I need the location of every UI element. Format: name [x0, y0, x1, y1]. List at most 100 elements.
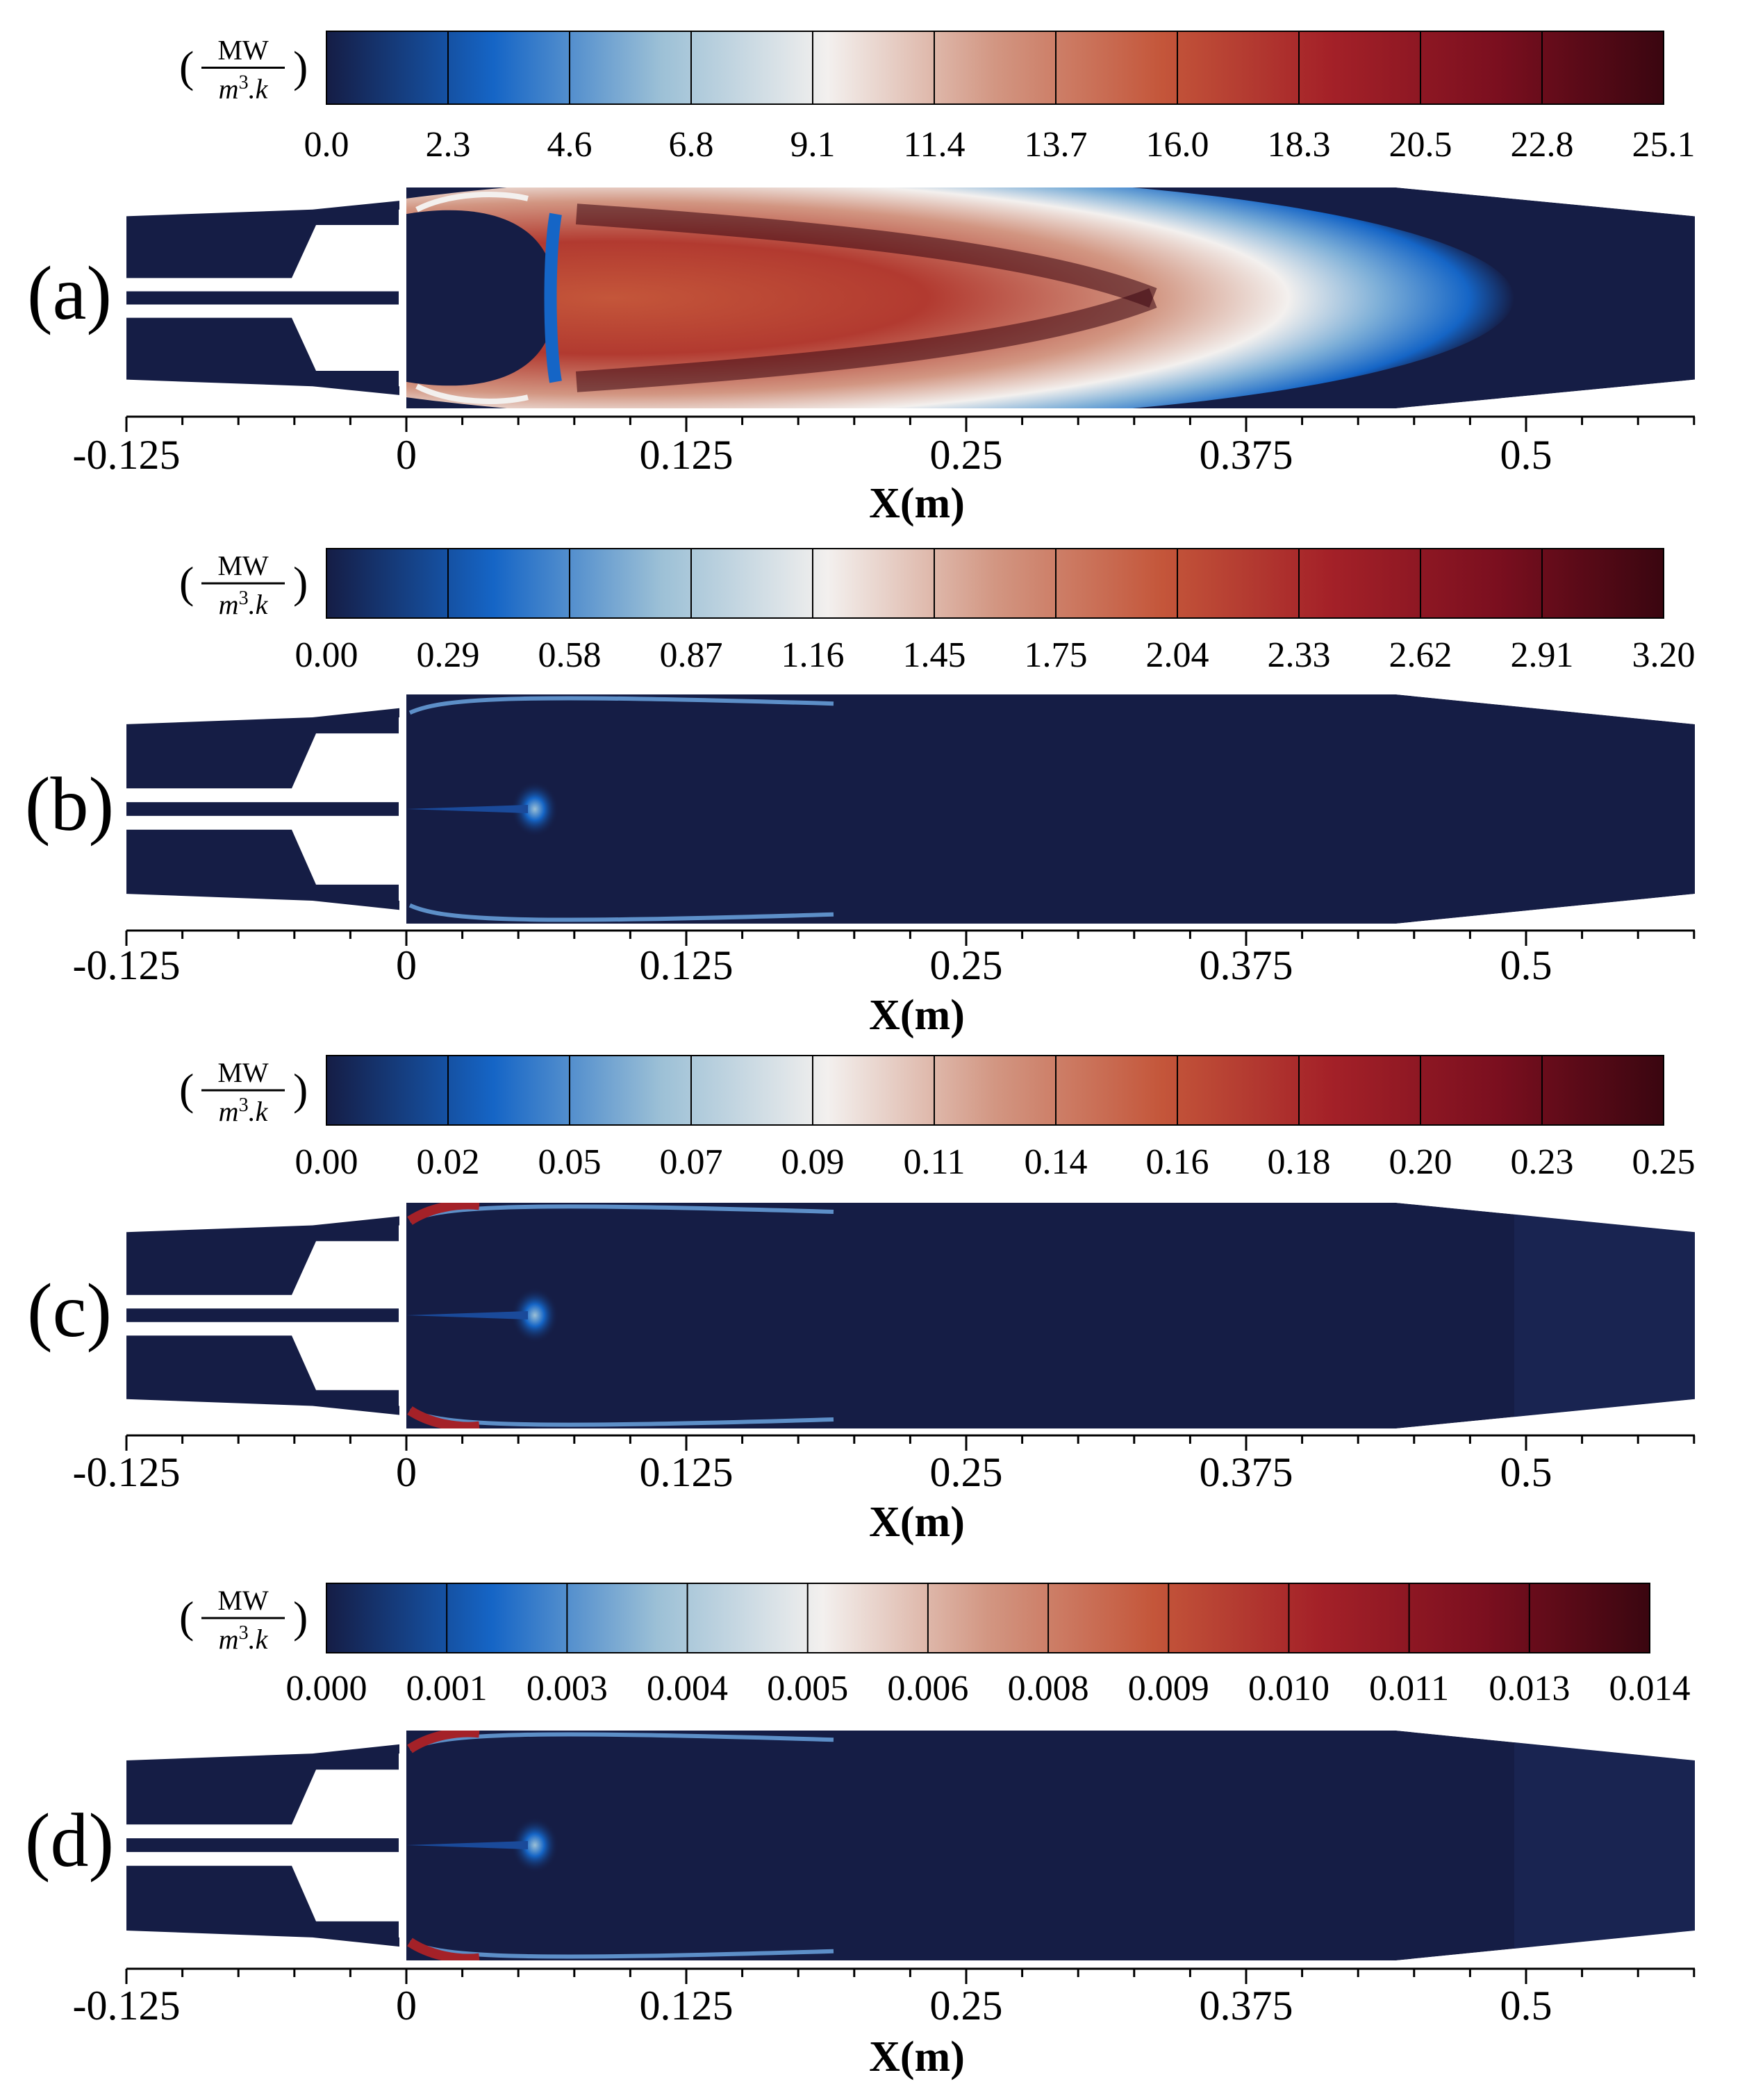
unit-label: () MW m3.k [179, 550, 308, 620]
chamber-background [406, 1203, 1695, 1428]
colorbar-tick-label: 1.45 [903, 635, 966, 675]
unit-label: () MW m3.k [179, 1057, 308, 1127]
colorbar: 0.00 0.02 0.05 0.07 0.09 0.11 0.14 0.16 0.18 0.20… [295, 1055, 1696, 1182]
combustor-field [126, 188, 1695, 408]
unit-denominator: m3.k [219, 1622, 269, 1655]
corner-hotspot [407, 1406, 480, 1428]
wall-streak [408, 903, 834, 922]
colorbar-tick-label: 0.0 [304, 125, 349, 165]
jet-core [406, 1311, 528, 1319]
colorbar-tick-label: 1.75 [1025, 635, 1088, 675]
colorbar-tick-label: 0.58 [538, 635, 602, 675]
colorbar-tick-label: 0.006 [887, 1669, 968, 1708]
colorbar-tick-label: 0.25 [1632, 1142, 1696, 1182]
unit-numerator: MW [217, 550, 269, 581]
colorbar-tick-label: 0.013 [1489, 1669, 1570, 1708]
unit-close-paren: ) [293, 42, 308, 92]
outlet-region [1514, 1731, 1695, 1960]
inlet-duct [126, 1744, 399, 1825]
colorbar-tick-label: 0.005 [767, 1669, 848, 1708]
inlet-duct [126, 1308, 406, 1322]
injector-wall [399, 717, 406, 901]
colorbar-tick-label: 0.20 [1389, 1142, 1452, 1182]
x-axis-tick-label: 0.25 [930, 1983, 1003, 2028]
colorbar-tick-label: 1.16 [781, 635, 845, 675]
x-axis-tick-label: 0 [396, 1983, 417, 2028]
panel-tag: (c) [27, 1268, 112, 1353]
panel-d: () MW m3.k 0.000 0.001 0.003 0.004 0.005 0.006 0.… [0, 1559, 1740, 2100]
x-axis: -0.125 0 0.125 0.25 0.375 0.5 X(m) [73, 1967, 1696, 2081]
panel-svg: () MW m3.k 0.00 0.02 0.05 0.07 0.09 0.11 0.14 0.16… [27, 1055, 1696, 1546]
x-axis-tick-label: 0.375 [1200, 942, 1293, 988]
inlet-duct [126, 708, 399, 789]
x-axis-tick-label: 0 [396, 432, 417, 478]
unit-numerator: MW [217, 1057, 269, 1088]
unit-numerator: MW [217, 1585, 269, 1616]
corner-hotspot [407, 1938, 480, 1960]
panel-a: () MW m3.k 0.0 2.3 4.6 6.8 9.1 11.4 13.7 16.0 18.3 2… [0, 0, 1740, 528]
colorbar-gradient [326, 1055, 1664, 1126]
colorbar-tick-label: 0.09 [781, 1142, 845, 1182]
jet-core [406, 1841, 528, 1849]
colorbar-tick-label: 0.004 [647, 1669, 728, 1708]
panel-tag: (a) [27, 251, 112, 335]
colorbar-tick-label: 18.3 [1268, 125, 1331, 165]
x-axis-tick-label: 0.125 [640, 1449, 734, 1495]
shear-layer [575, 288, 1157, 392]
inlet-duct [126, 1216, 399, 1295]
colorbar-tick-label: 0.010 [1248, 1669, 1329, 1708]
panel-svg: () MW m3.k 0.0 2.3 4.6 6.8 9.1 11.4 13.7 16.0 18.3 2… [27, 31, 1696, 527]
colorbar-tick-label: 2.33 [1268, 635, 1331, 675]
unit-open-paren: ( [179, 558, 194, 607]
panel-tag: (b) [25, 762, 114, 847]
x-axis-tick-label: 0 [396, 942, 417, 988]
unit-denominator: m3.k [219, 72, 269, 105]
colorbar-tick-label: 11.4 [903, 125, 965, 165]
colorbar-tick-label: 2.91 [1511, 635, 1574, 675]
colorbar-tick-label: 0.00 [295, 1142, 358, 1182]
corner-hotspot [407, 1731, 480, 1753]
colorbar-tick-label: 0.011 [1369, 1669, 1449, 1708]
x-axis-tick-label: 0.375 [1200, 1449, 1293, 1495]
colorbar-tick-label: 6.8 [669, 125, 714, 165]
x-axis-tick-label: -0.125 [73, 942, 181, 988]
chamber-background [406, 1731, 1695, 1960]
colorbar-tick-label: 2.3 [426, 125, 471, 165]
colorbar-gradient [326, 1583, 1650, 1653]
inlet-duct [126, 201, 399, 278]
unit-close-paren: ) [293, 558, 308, 607]
x-axis-tick-label: 0.125 [640, 1983, 734, 2028]
colorbar-tick-label: 0.014 [1609, 1669, 1691, 1708]
unit-open-paren: ( [179, 1065, 194, 1114]
x-axis-tick-label: 0.5 [1500, 942, 1552, 988]
unit-label: () MW m3.k [179, 1585, 308, 1655]
colorbar-tick-label: 2.62 [1389, 635, 1452, 675]
colorbar-tick-label: 20.5 [1389, 125, 1452, 165]
colorbar-gradient [326, 548, 1664, 619]
x-axis-tick-label: 0.25 [930, 942, 1003, 988]
jet-tip [511, 1817, 558, 1873]
colorbar-tick-label: 0.07 [660, 1142, 723, 1182]
colorbar-tick-label: 0.00 [295, 635, 358, 675]
colorbar-tick-label: 0.000 [286, 1669, 367, 1708]
unit-numerator: MW [217, 35, 269, 66]
x-axis-tick-label: 0 [396, 1449, 417, 1495]
colorbar-tick-label: 0.16 [1146, 1142, 1209, 1182]
unit-close-paren: ) [293, 1592, 308, 1642]
inlet-duct [126, 291, 406, 305]
jet-tip [511, 781, 558, 837]
x-axis-label: X(m) [869, 1499, 965, 1546]
unit-open-paren: ( [179, 42, 194, 92]
x-axis: -0.125 0 0.125 0.25 0.375 0.5 X(m) [73, 929, 1696, 1039]
colorbar-tick-label: 25.1 [1632, 125, 1696, 165]
recirculation-core [406, 210, 556, 386]
x-axis-label: X(m) [869, 992, 965, 1039]
unit-label: () MW m3.k [179, 35, 308, 105]
x-axis-tick-label: 0.25 [930, 432, 1003, 478]
colorbar-tick-label: 3.20 [1632, 635, 1696, 675]
unit-close-paren: ) [293, 1065, 308, 1114]
panel-svg: () MW m3.k 0.00 0.29 0.58 0.87 1.16 1.45 1.75 2.04… [25, 548, 1696, 1039]
x-axis-tick-label: 0.125 [640, 432, 734, 478]
x-axis-tick-label: 0.375 [1200, 1983, 1293, 2028]
